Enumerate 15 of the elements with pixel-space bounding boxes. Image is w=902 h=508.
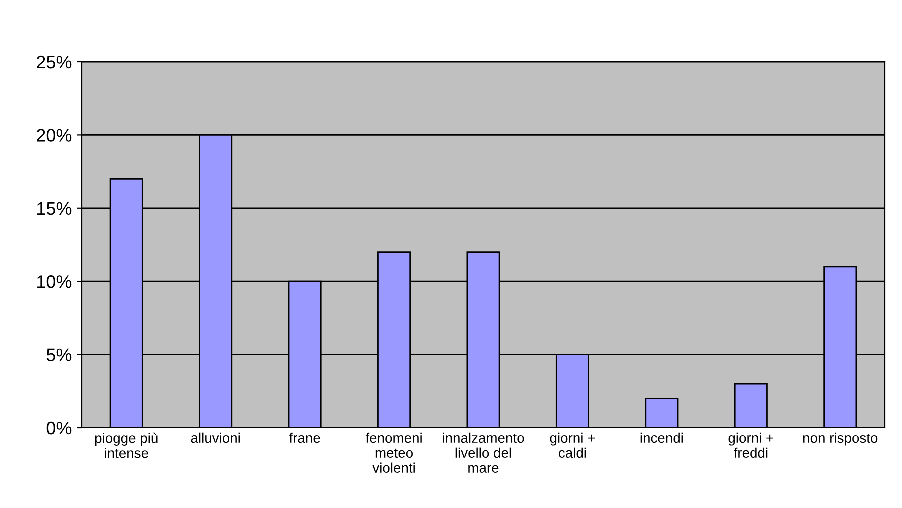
y-tick-label: 20%: [37, 129, 72, 142]
y-tick-label: 5%: [46, 348, 72, 362]
x-tick-label: giorni + caldi: [550, 432, 596, 458]
x-tick-label: non risposto: [803, 432, 878, 446]
x-tick-label: incendi: [640, 432, 684, 444]
y-tick-label: 15%: [38, 202, 72, 216]
x-tick-label: alluvioni: [191, 432, 240, 444]
x-tick-label: frane: [289, 432, 320, 444]
x-tick-label: giorni + freddi: [728, 432, 774, 458]
x-tick-label: piogge più intense: [95, 432, 158, 458]
y-tick-label: 25%: [37, 56, 72, 69]
x-tick-label: fenomeni meteo violenti: [366, 432, 422, 473]
y-tick-label: 10%: [38, 276, 72, 288]
y-tick-label: 0%: [46, 422, 72, 435]
x-tick-label: innalzamento livello del mare: [443, 432, 524, 473]
